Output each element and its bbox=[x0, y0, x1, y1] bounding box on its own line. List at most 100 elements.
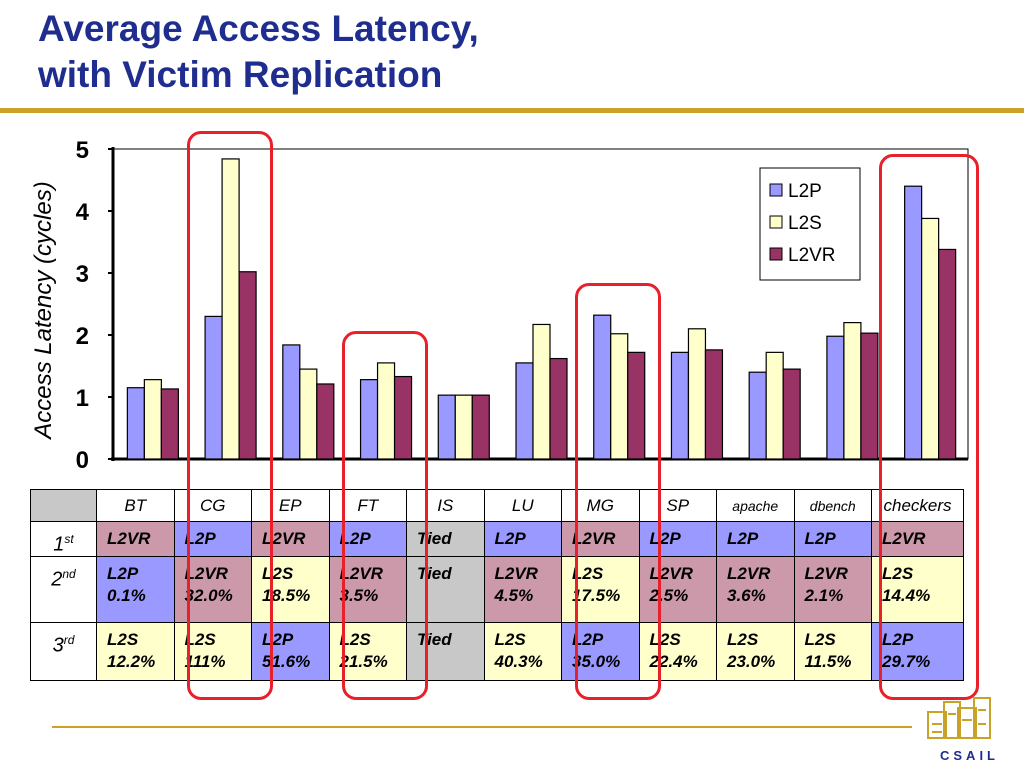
rank-number: 3 bbox=[52, 634, 64, 657]
rank-cell-percent: 35.0% bbox=[572, 652, 621, 671]
rank-cell-scheme: L2P bbox=[572, 630, 604, 649]
table-header-checkers: checkers bbox=[871, 489, 964, 522]
bar-EP-L2S bbox=[299, 368, 318, 460]
rank-number: 1 bbox=[53, 533, 65, 556]
rank-cell-scheme: L2S bbox=[727, 630, 759, 649]
rank-cell-checkers-2: L2S 14.4% bbox=[871, 556, 964, 623]
slide-title-line2: with Victim Replication bbox=[38, 54, 443, 95]
slide-title: Average Access Latency, with Victim Repl… bbox=[38, 6, 479, 98]
bar-dbench-L2VR bbox=[860, 332, 879, 460]
bar-BT-L2S bbox=[143, 379, 162, 460]
rank-cell-percent: 23.0% bbox=[727, 652, 776, 671]
rank-cell-scheme: L2S bbox=[804, 630, 836, 649]
rank-cell-scheme: L2S bbox=[649, 630, 681, 649]
rank-cell-BT-1: L2VR bbox=[96, 521, 175, 557]
highlight-box-checkers bbox=[879, 154, 980, 700]
legend-swatch-L2P bbox=[769, 183, 783, 197]
rank-cell-apache-1: L2P bbox=[716, 521, 795, 557]
rank-cell-LU-2: L2VR 4.5% bbox=[483, 556, 562, 623]
rank-label-2: 2nd bbox=[30, 556, 97, 623]
rank-cell-dbench-2: L2VR 2.1% bbox=[793, 556, 872, 623]
rank-cell-apache-2: L2VR 3.6% bbox=[716, 556, 795, 623]
rank-cell-scheme: L2VR bbox=[727, 564, 771, 583]
rank-suffix: st bbox=[64, 532, 74, 546]
rank-cell-scheme: L2P bbox=[339, 529, 371, 548]
legend-swatch-L2S bbox=[769, 215, 783, 229]
legend-swatch-L2VR bbox=[769, 247, 783, 261]
rank-cell-percent: 21.5% bbox=[339, 652, 388, 671]
bar-SP-L2S bbox=[687, 328, 707, 460]
rank-cell-scheme: L2S bbox=[572, 564, 604, 583]
rank-cell-dbench-1: L2P bbox=[793, 521, 872, 557]
y-tick-label-4: 4 bbox=[76, 199, 90, 226]
bar-BT-L2VR bbox=[160, 388, 179, 460]
rank-cell-percent: 22.4% bbox=[649, 652, 698, 671]
rank-suffix: nd bbox=[62, 567, 76, 581]
bar-apache-L2P bbox=[748, 371, 767, 460]
table-header-IS: IS bbox=[406, 489, 485, 522]
rank-cell-percent: 3.6% bbox=[727, 586, 766, 605]
rank-cell-percent: 18.5% bbox=[262, 586, 311, 605]
rank-cell-IS-1: Tied bbox=[406, 521, 485, 557]
csail-building-logo-icon bbox=[927, 697, 991, 739]
table-header-row: BT CG EP FT IS LU MG SP apache dbench checkers bbox=[30, 489, 964, 522]
table-header-BT: BT bbox=[96, 489, 175, 522]
rank-cell-percent: 40.3% bbox=[494, 652, 543, 671]
rank-cell-scheme: L2S bbox=[107, 630, 139, 649]
rank-cell-apache-3: L2S 23.0% bbox=[716, 622, 795, 681]
table-header-FT: FT bbox=[328, 489, 407, 522]
rank-cell-checkers-3: L2P 29.7% bbox=[871, 622, 964, 681]
bar-apache-L2VR bbox=[782, 368, 801, 460]
rank-cell-MG-2: L2S 17.5% bbox=[561, 556, 640, 623]
highlight-box-FT bbox=[342, 330, 429, 700]
legend-label-L2VR: L2VR bbox=[788, 245, 836, 266]
rank-cell-BT-3: L2S 12.2% bbox=[96, 622, 175, 681]
rank-suffix: rd bbox=[63, 633, 75, 647]
bar-MG-L2VR bbox=[627, 351, 646, 460]
rank-cell-SP-2: L2VR 2.5% bbox=[638, 556, 717, 623]
table-header-apache: apache bbox=[716, 489, 795, 522]
bar-dbench-L2P bbox=[826, 335, 845, 460]
bar-IS-L2S bbox=[454, 394, 473, 460]
rank-cell-scheme: L2P bbox=[882, 630, 914, 649]
csail-logo-text: CSAIL bbox=[940, 748, 999, 763]
table-row-rank-3: 3rd L2S 12.2% L2S 111% L2P 51.6% L2S 21.5% Tied L2… bbox=[30, 622, 964, 681]
bar-dbench-L2S bbox=[843, 322, 862, 460]
rank-cell-LU-1: L2P bbox=[483, 521, 562, 557]
rank-cell-IS-3: Tied bbox=[406, 622, 485, 681]
rank-cell-percent: 51.6% bbox=[262, 652, 311, 671]
rank-cell-dbench-3: L2S 11.5% bbox=[793, 622, 872, 681]
y-tick-label-0: 0 bbox=[76, 447, 89, 474]
rank-cell-scheme: L2VR bbox=[184, 564, 228, 583]
rank-label-3: 3rd bbox=[30, 622, 97, 681]
rank-cell-scheme: L2VR bbox=[262, 529, 306, 548]
y-axis-label-text: Access Latency (cycles) bbox=[30, 181, 57, 439]
rank-cell-BT-2: L2P 0.1% bbox=[96, 556, 175, 623]
rank-cell-scheme: L2P bbox=[804, 529, 836, 548]
rank-cell-percent: 11.5% bbox=[804, 652, 852, 671]
rank-cell-EP-2: L2S 18.5% bbox=[251, 556, 330, 623]
bar-LU-L2P bbox=[515, 362, 534, 460]
bar-SP-L2VR bbox=[704, 349, 724, 460]
rank-cell-percent: 2.1% bbox=[804, 586, 844, 605]
legend-label-L2S: L2S bbox=[788, 213, 822, 234]
bar-IS-L2VR bbox=[471, 394, 490, 460]
rank-cell-scheme: L2S bbox=[494, 630, 526, 649]
bar-FT-L2VR bbox=[393, 375, 413, 460]
rank-cell-scheme: L2P bbox=[107, 564, 139, 583]
bar-CG-L2VR bbox=[238, 271, 257, 460]
table-header-SP: SP bbox=[638, 489, 717, 522]
rank-cell-scheme: L2VR bbox=[494, 564, 538, 583]
rank-label-1: 1st bbox=[30, 521, 97, 557]
rank-cell-scheme: L2P bbox=[727, 529, 759, 548]
rank-cell-percent: 12.2% bbox=[107, 652, 156, 671]
y-tick-label-2: 2 bbox=[76, 323, 89, 350]
highlight-box-CG bbox=[186, 131, 273, 700]
rank-cell-percent: 0.1% bbox=[107, 586, 146, 605]
highlight-box-MG bbox=[575, 283, 662, 700]
rank-cell-scheme: L2VR bbox=[882, 529, 926, 548]
rank-cell-scheme: L2VR bbox=[339, 564, 383, 583]
bar-LU-L2S bbox=[532, 323, 551, 460]
rank-cell-percent: 29.7% bbox=[882, 652, 931, 671]
